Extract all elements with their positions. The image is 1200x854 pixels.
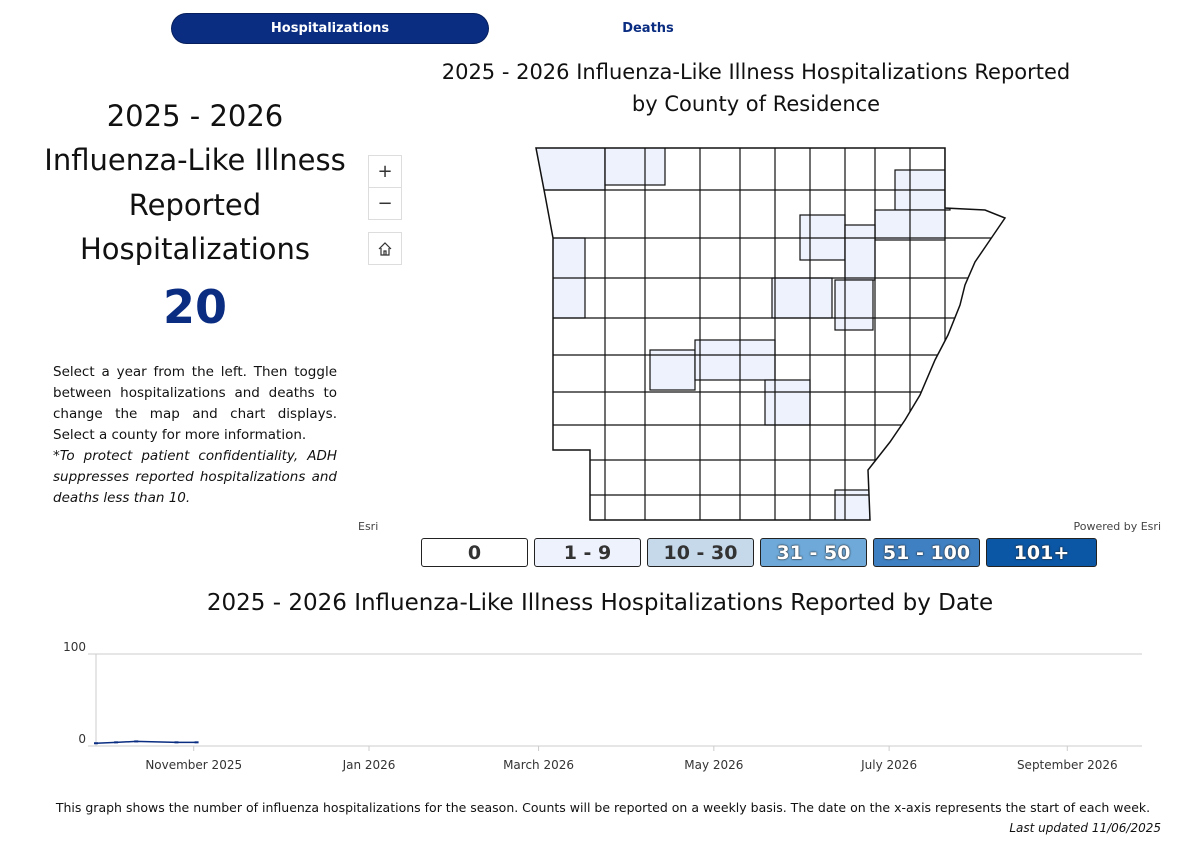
- x-tick-label: March 2026: [503, 758, 574, 772]
- instructions: Select a year from the left. Then toggle…: [53, 364, 337, 443]
- summary-title: Influenza-Like Illness: [44, 143, 346, 177]
- y-tick-label: 0: [78, 732, 86, 746]
- home-icon: [378, 241, 392, 256]
- last-updated: Last updated 11/06/2025: [1009, 821, 1161, 835]
- footer-note: This graph shows the number of influenza…: [55, 800, 1151, 815]
- zoom-out[interactable]: −: [368, 187, 402, 220]
- series-line: [95, 740, 197, 744]
- attribution: Esri: [358, 520, 379, 533]
- legend-item[interactable]: 1 - 9: [534, 538, 641, 567]
- legend-item[interactable]: 0: [421, 538, 528, 567]
- y-tick-label: 100: [63, 640, 86, 654]
- x-tick-label: May 2026: [684, 758, 743, 772]
- attribution: Powered by Esri: [1073, 520, 1161, 533]
- counties: [536, 148, 1005, 520]
- chart: 0 100 November 2025 Jan 2026 March 2026 May 2…: [63, 640, 1142, 772]
- legend-item[interactable]: 101+: [986, 538, 1097, 567]
- legend-item[interactable]: 51 - 100: [873, 538, 980, 567]
- map-title: by County of Residence: [631, 92, 881, 116]
- x-tick-label: September 2026: [1017, 758, 1118, 772]
- county-map[interactable]: [0, 0, 1200, 530]
- summary-title: Hospitalizations: [79, 232, 311, 266]
- map-title: 2025 - 2026 Influenza-Like Illness Hospi…: [441, 60, 1071, 84]
- x-tick-label: July 2026: [860, 758, 917, 772]
- chart-title: 2025 - 2026 Influenza-Like Illness Hospi…: [206, 590, 994, 616]
- summary-title: 2025 - 2026: [106, 99, 284, 133]
- summary-count: 20: [162, 280, 227, 334]
- tab-hospitalizations[interactable]: Hospitalizations: [172, 14, 488, 43]
- note: *To protect patient confidentiality, ADH…: [53, 448, 337, 506]
- legend-item[interactable]: 31 - 50: [760, 538, 867, 567]
- legend-item[interactable]: 10 - 30: [647, 538, 754, 567]
- x-tick-label: November 2025: [145, 758, 242, 772]
- tab-deaths[interactable]: Deaths: [622, 21, 674, 36]
- home-button[interactable]: [368, 232, 402, 265]
- state-outline: [535, 147, 1007, 521]
- x-tick-label: Jan 2026: [342, 758, 396, 772]
- zoom-in[interactable]: +: [368, 155, 402, 188]
- summary-title: Reported: [128, 188, 262, 222]
